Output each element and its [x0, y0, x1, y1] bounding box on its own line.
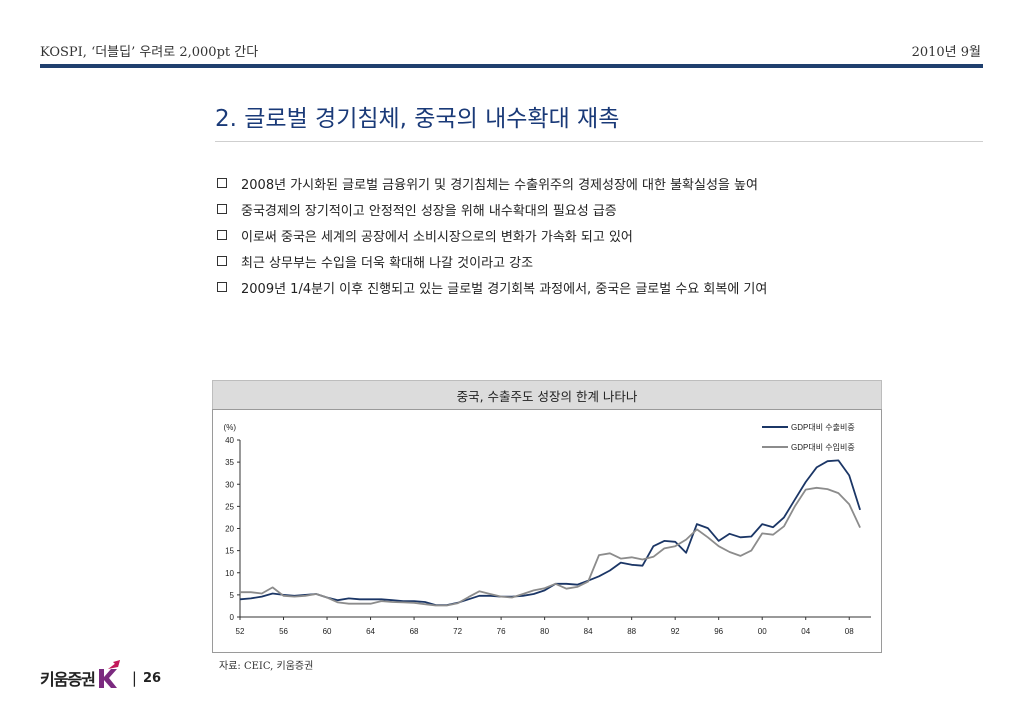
report-date: 2010년 9월 [911, 45, 981, 60]
bullet-item: 중국경제의 장기적이고 안정적인 성장을 위해 내수확대의 필요성 급증 [217, 196, 767, 222]
bullet-text: 중국경제의 장기적이고 안정적인 성장을 위해 내수확대의 필요성 급증 [241, 203, 617, 219]
bullet-text: 이로써 중국은 세계의 공장에서 소비시장으로의 변화가 가속화 되고 있어 [241, 229, 633, 245]
x-tick-label: 96 [714, 627, 723, 636]
x-tick-label: 64 [366, 627, 375, 636]
logo-text: 키움증권 [40, 670, 96, 689]
y-tick-label: 20 [225, 525, 234, 534]
title-divider [215, 141, 983, 142]
y-tick-label: 15 [225, 547, 234, 556]
series-line-export-ratio [239, 459, 861, 607]
checkbox-bullet-icon [217, 230, 227, 240]
x-tick-label: 04 [801, 627, 810, 636]
x-tick-label: 76 [497, 627, 506, 636]
legend-label: GDP대비 수입비중 [791, 443, 855, 452]
x-tick-label: 00 [758, 627, 767, 636]
kiwoom-k-logo-icon [96, 659, 122, 689]
bullet-text: 최근 상무부는 수입을 더욱 확대해 나갈 것이라고 강조 [241, 255, 534, 271]
checkbox-bullet-icon [217, 256, 227, 266]
bullet-item: 최근 상무부는 수입을 더욱 확대해 나갈 것이라고 강조 [217, 248, 767, 274]
footer-logo: 키움증권 | 26 [40, 660, 162, 690]
bullet-item: 2009년 1/4분기 이후 진행되고 있는 글로벌 경기회복 과정에서, 중국… [217, 274, 767, 300]
series-line-import-ratio [240, 486, 861, 607]
y-tick-label: 5 [230, 591, 235, 600]
header-divider [40, 64, 983, 68]
source-note: 자료: CEIC, 키움증권 [219, 661, 314, 672]
x-tick-label: 88 [627, 627, 636, 636]
footer-separator: | [131, 669, 137, 687]
line-chart: 0 5 10 15 20 25 30 35 40 (%) 52 56 60 64 68 72 76 80 84 88 9… [224, 422, 871, 636]
y-axis-unit-label: (%) [224, 423, 237, 432]
report-title: KOSPI, ‘더블딥’ 우려로 2,000pt 간다 [40, 45, 259, 60]
y-tick-label: 30 [225, 480, 234, 489]
chart-frame: 0 5 10 15 20 25 30 35 40 (%) 52 56 60 64 68 72 76 80 84 88 9… [212, 409, 882, 653]
x-tick-label: 56 [279, 627, 288, 636]
bullet-text: 2008년 가시화된 글로벌 금융위기 및 경기침체는 수출위주의 경제성장에 … [241, 177, 758, 193]
x-tick-label: 72 [453, 627, 462, 636]
x-tick-label: 60 [323, 627, 332, 636]
page-number: 26 [142, 670, 162, 686]
x-tick-label: 52 [236, 627, 245, 636]
checkbox-bullet-icon [217, 282, 227, 292]
y-tick-label: 25 [225, 502, 234, 511]
bullet-item: 이로써 중국은 세계의 공장에서 소비시장으로의 변화가 가속화 되고 있어 [217, 222, 767, 248]
checkbox-bullet-icon [217, 178, 227, 188]
page-title: 2. 글로벌 경기침체, 중국의 내수확대 재촉 [215, 106, 620, 132]
bullet-text: 2009년 1/4분기 이후 진행되고 있는 글로벌 경기회복 과정에서, 중국… [241, 281, 768, 297]
x-tick-label: 68 [410, 627, 419, 636]
y-tick-label: 0 [230, 613, 235, 622]
x-tick-label: 80 [540, 627, 549, 636]
chart-title: 중국, 수출주도 성장의 한계 나타나 [212, 380, 882, 410]
x-tick-label: 84 [584, 627, 593, 636]
y-tick-label: 10 [225, 569, 234, 578]
y-tick-label: 40 [225, 436, 234, 445]
checkbox-bullet-icon [217, 204, 227, 214]
x-tick-label: 92 [671, 627, 680, 636]
bullet-item: 2008년 가시화된 글로벌 금융위기 및 경기침체는 수출위주의 경제성장에 … [217, 170, 767, 196]
x-tick-label: 08 [845, 627, 854, 636]
bullet-list: 2008년 가시화된 글로벌 금융위기 및 경기침체는 수출위주의 경제성장에 … [217, 170, 767, 300]
y-tick-label: 35 [225, 458, 234, 467]
legend-label: GDP대비 수출비중 [791, 422, 855, 432]
